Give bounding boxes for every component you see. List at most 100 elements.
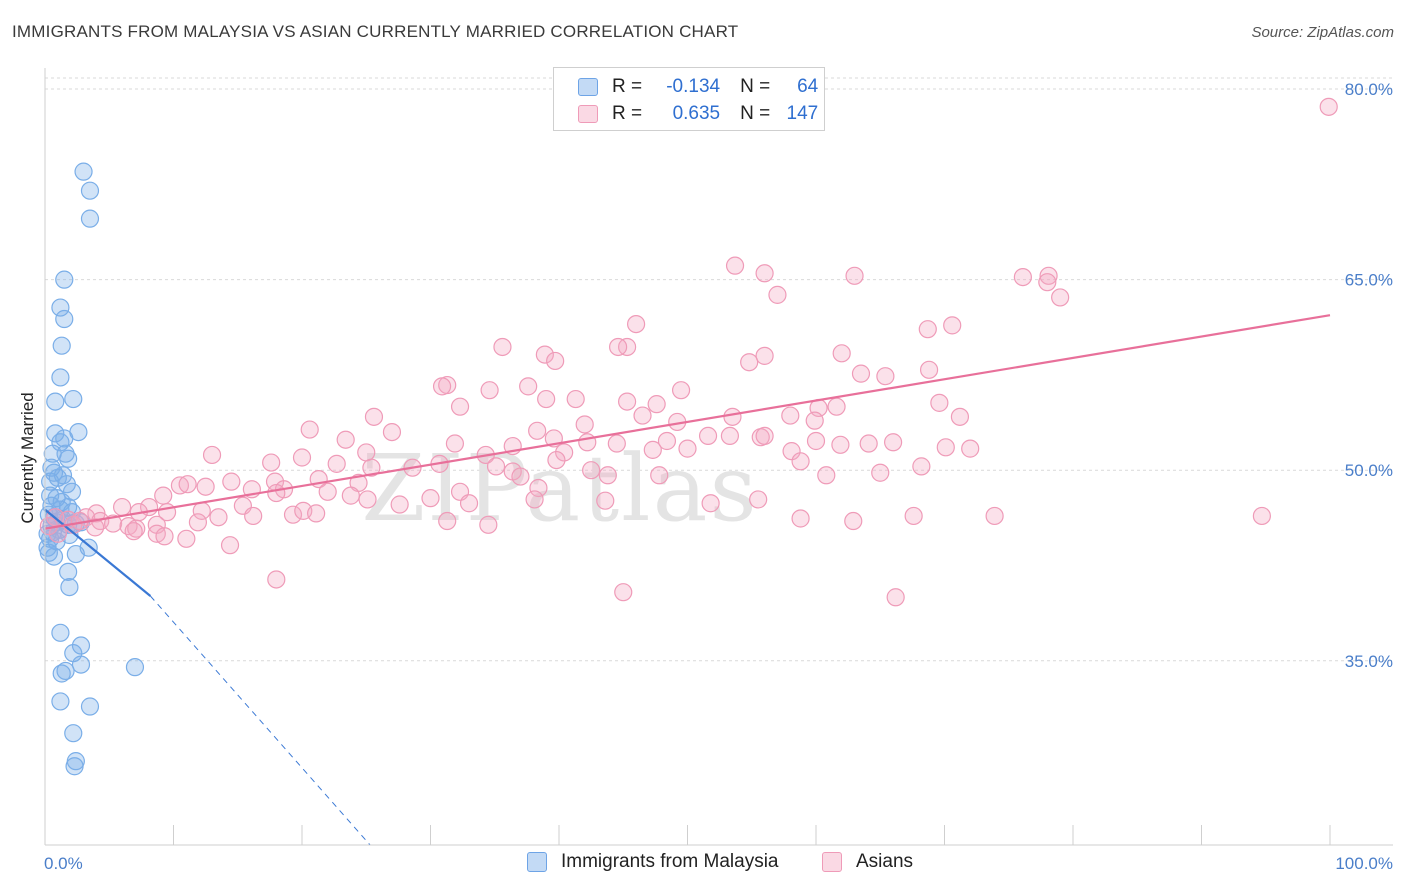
asians-point: [178, 475, 197, 494]
malaysia-trend-line-extension: [149, 595, 371, 846]
asians-point: [327, 454, 346, 473]
asians-point: [755, 346, 774, 365]
asians-point: [725, 256, 745, 275]
asians-point: [698, 426, 718, 446]
asians-point: [883, 433, 903, 452]
asians-point: [904, 506, 923, 526]
asians-point: [575, 415, 594, 434]
asians-point: [740, 353, 759, 372]
asians-point: [671, 381, 691, 400]
asians-point: [267, 483, 286, 503]
asians-point: [1252, 506, 1271, 526]
asians-point: [1013, 267, 1032, 287]
asians-point: [633, 406, 652, 425]
asians-point: [127, 519, 146, 538]
malaysia-point: [46, 392, 65, 411]
asians-point: [626, 314, 646, 334]
asians-point: [876, 367, 895, 386]
asians-point: [918, 320, 937, 339]
asians-point: [859, 434, 878, 453]
legend-swatch-pink: [822, 852, 842, 872]
asians-point: [723, 407, 742, 426]
source-credit: Source: ZipAtlas.com: [1251, 24, 1394, 41]
y-tick-label: 50.0%: [1345, 461, 1393, 480]
malaysia-point: [51, 692, 70, 711]
y-axis-label: Currently Married: [18, 392, 37, 523]
asians-point: [844, 511, 863, 531]
malaysia-point: [51, 623, 70, 642]
asians-point: [519, 377, 538, 396]
legend-row-malaysia: R = -0.134 N = 64: [578, 74, 818, 100]
legend-n-label: N =: [740, 76, 771, 97]
asians-point: [985, 506, 1004, 526]
asians-point: [537, 389, 556, 409]
asians-trend-line: [44, 314, 1331, 530]
asians-point: [362, 458, 381, 477]
asians-point: [919, 360, 939, 379]
legend-r-value: 0.635: [672, 103, 721, 124]
asians-point: [390, 495, 409, 514]
asians-point: [196, 477, 215, 496]
series-legend: Immigrants from Malaysia Asians: [0, 851, 1406, 879]
malaysia-point: [55, 270, 74, 289]
asians-point: [382, 422, 402, 442]
grid-layer: [45, 77, 1393, 662]
asians-point: [438, 511, 457, 531]
asians-point: [650, 466, 669, 485]
asians-point: [112, 497, 132, 517]
legend-label-asians: Asians: [856, 851, 914, 872]
asians-point: [555, 443, 574, 462]
asians-point: [170, 476, 190, 495]
asians-point: [154, 486, 173, 505]
asians-point: [950, 407, 970, 426]
asians-point: [609, 337, 628, 357]
asians-point: [851, 364, 871, 383]
legend-item-asians[interactable]: Asians: [822, 851, 913, 873]
asians-point: [886, 588, 905, 607]
asians-point: [511, 467, 530, 486]
asians-point: [525, 490, 544, 509]
asians-point: [817, 466, 836, 485]
asians-point: [701, 494, 720, 513]
asians-point: [755, 426, 774, 446]
malaysia-point: [71, 655, 91, 674]
malaysia-point: [64, 724, 83, 743]
asians-point: [124, 522, 143, 541]
malaysia-point: [80, 697, 100, 716]
malaysia-point: [125, 658, 145, 677]
trend-layer: [44, 314, 1331, 846]
legend-n-value: 147: [786, 103, 819, 124]
asians-point: [529, 478, 548, 498]
asians-point: [104, 514, 123, 533]
legend-n-value: 64: [797, 76, 819, 97]
legend-label-malaysia: Immigrants from Malaysia: [561, 851, 779, 872]
asians-point: [188, 513, 208, 532]
malaysia-point: [59, 562, 78, 581]
asians-point: [318, 482, 337, 501]
legend-n-label: N =: [740, 103, 771, 124]
asians-point: [486, 457, 506, 476]
points-layer: [38, 97, 1338, 776]
asians-point: [749, 490, 768, 509]
asians-point: [222, 472, 241, 491]
malaysia-trend-line: [44, 508, 152, 597]
legend-r-value: -0.134: [666, 76, 721, 97]
asians-point: [961, 439, 980, 458]
legend-item-malaysia[interactable]: Immigrants from Malaysia: [527, 851, 779, 873]
asians-point: [364, 407, 384, 426]
asians-point: [300, 420, 319, 439]
legend-swatch-pink: [578, 105, 598, 123]
asians-point: [220, 536, 240, 555]
asians-point: [566, 389, 585, 409]
asians-point: [805, 411, 824, 430]
asians-point: [202, 445, 222, 465]
malaysia-point: [65, 757, 84, 776]
asians-point: [155, 527, 174, 546]
asians-point: [832, 344, 851, 363]
asians-point: [546, 351, 565, 371]
asians-point: [480, 381, 499, 400]
asians-point: [607, 434, 626, 453]
malaysia-point: [60, 577, 79, 597]
legend-r-label: R =: [612, 76, 643, 97]
asians-point: [755, 264, 774, 283]
